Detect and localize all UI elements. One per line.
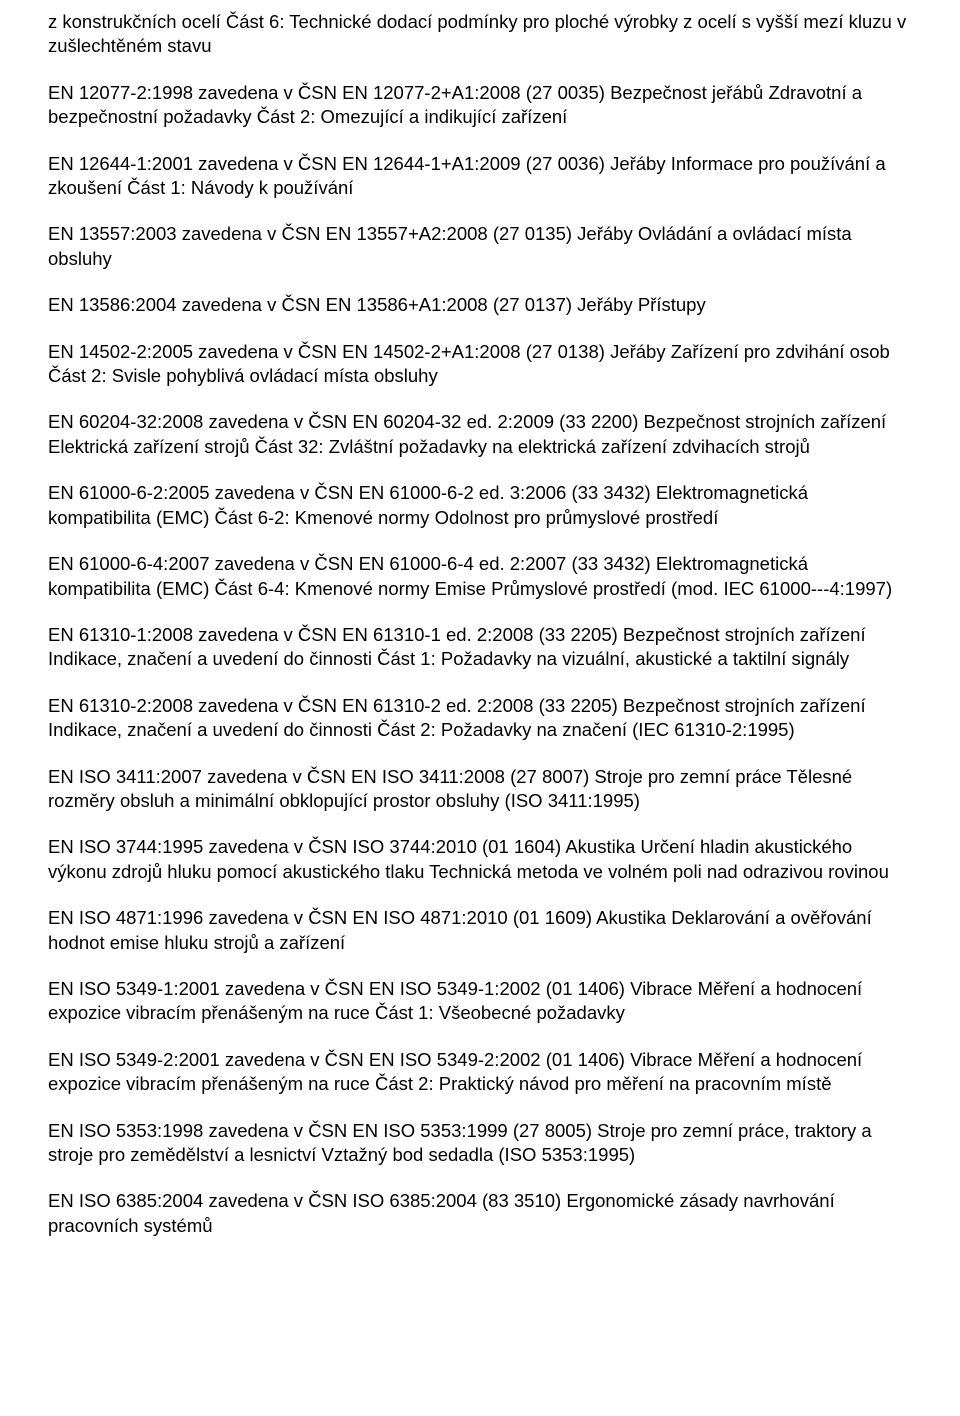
paragraph: EN 12077-2:1998 zavedena v ČSN EN 12077-… bbox=[48, 81, 912, 130]
paragraph: EN 61000-6-4:2007 zavedena v ČSN EN 6100… bbox=[48, 552, 912, 601]
paragraph: EN 60204-32:2008 zavedena v ČSN EN 60204… bbox=[48, 410, 912, 459]
paragraph: EN 13586:2004 zavedena v ČSN EN 13586+A1… bbox=[48, 293, 912, 317]
paragraph: EN ISO 6385:2004 zavedena v ČSN ISO 6385… bbox=[48, 1189, 912, 1238]
paragraph: EN ISO 5349-2:2001 zavedena v ČSN EN ISO… bbox=[48, 1048, 912, 1097]
paragraph: EN 61310-2:2008 zavedena v ČSN EN 61310-… bbox=[48, 694, 912, 743]
paragraph: EN ISO 5353:1998 zavedena v ČSN EN ISO 5… bbox=[48, 1119, 912, 1168]
paragraph: z konstrukčních ocelí Část 6: Technické … bbox=[48, 10, 912, 59]
paragraph: EN ISO 3744:1995 zavedena v ČSN ISO 3744… bbox=[48, 835, 912, 884]
paragraph: EN ISO 3411:2007 zavedena v ČSN EN ISO 3… bbox=[48, 765, 912, 814]
paragraph: EN 61310-1:2008 zavedena v ČSN EN 61310-… bbox=[48, 623, 912, 672]
paragraph: EN ISO 4871:1996 zavedena v ČSN EN ISO 4… bbox=[48, 906, 912, 955]
paragraph: EN 13557:2003 zavedena v ČSN EN 13557+A2… bbox=[48, 222, 912, 271]
paragraph: EN ISO 5349-1:2001 zavedena v ČSN EN ISO… bbox=[48, 977, 912, 1026]
paragraph: EN 12644-1:2001 zavedena v ČSN EN 12644-… bbox=[48, 152, 912, 201]
paragraph: EN 14502-2:2005 zavedena v ČSN EN 14502-… bbox=[48, 340, 912, 389]
paragraph: EN 61000-6-2:2005 zavedena v ČSN EN 6100… bbox=[48, 481, 912, 530]
